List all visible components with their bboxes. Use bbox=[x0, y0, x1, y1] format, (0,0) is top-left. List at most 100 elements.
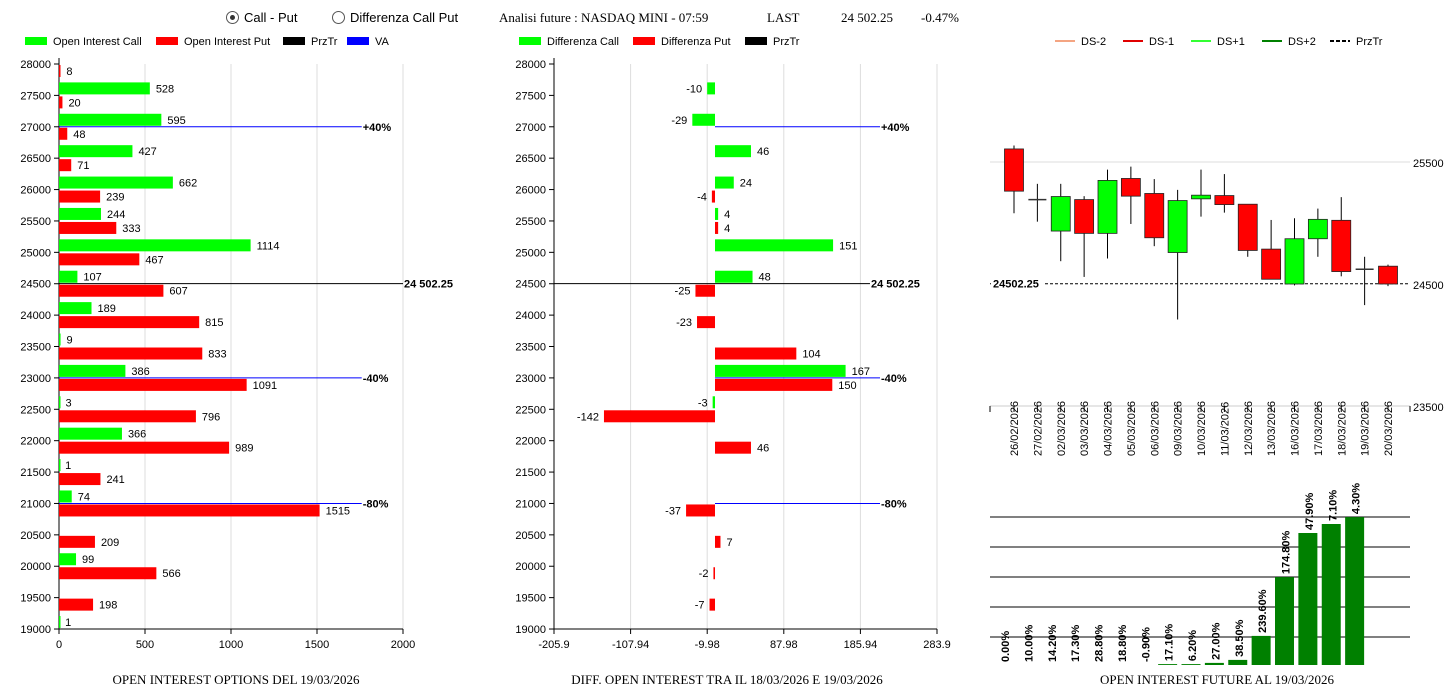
oi-bar-label: 28.80% bbox=[1094, 624, 1106, 662]
bar-value-label: 427 bbox=[138, 146, 156, 158]
oi-bar-label: 17.10% bbox=[1164, 624, 1176, 662]
put-bar bbox=[686, 504, 716, 517]
bar-value-label: 239 bbox=[106, 192, 124, 204]
call-bar bbox=[59, 616, 61, 629]
bar-value-label: 1091 bbox=[253, 380, 277, 392]
y-tick-label: 28000 bbox=[515, 59, 546, 71]
legend-label: DS+2 bbox=[1288, 36, 1316, 48]
bar-value-label: 7 bbox=[726, 537, 732, 549]
y-tick-label: 23500 bbox=[515, 342, 546, 354]
call-bar bbox=[59, 239, 251, 252]
chart-title: DIFF. OPEN INTEREST TRA IL 18/03/2026 E … bbox=[571, 672, 883, 687]
put-bar bbox=[59, 473, 101, 486]
page-title: Analisi future : NASDAQ MINI - 07:59 bbox=[499, 10, 709, 25]
bar-value-label: -37 bbox=[665, 505, 681, 517]
call-bar bbox=[715, 176, 734, 189]
y-tick-label: 25000 bbox=[20, 247, 51, 259]
put-bar bbox=[695, 284, 716, 297]
candle-bull bbox=[1284, 238, 1305, 285]
call-bar bbox=[59, 333, 61, 346]
put-bar bbox=[59, 190, 101, 203]
oi-bar bbox=[1321, 524, 1341, 665]
y-tick-label: 27500 bbox=[515, 90, 546, 102]
call-bar bbox=[59, 302, 92, 315]
put-bar bbox=[59, 598, 94, 611]
legend-swatch bbox=[633, 37, 655, 45]
x-tick-label: 87.98 bbox=[770, 639, 798, 651]
bar-value-label: 815 bbox=[205, 317, 223, 329]
radio-call-put-label[interactable]: Call - Put bbox=[244, 10, 298, 25]
bar-value-label: 566 bbox=[162, 568, 180, 580]
legend-label: PrzTr bbox=[773, 36, 800, 48]
legend-swatch bbox=[347, 37, 369, 45]
oi-bar-label: 14.20% bbox=[1047, 624, 1059, 662]
last-label: LAST bbox=[767, 10, 800, 25]
legend-swatch bbox=[519, 37, 541, 45]
legend-label: Open Interest Call bbox=[53, 36, 142, 48]
y-tick-label: 23000 bbox=[20, 373, 51, 385]
call-bar bbox=[59, 396, 61, 409]
bar-value-label: 796 bbox=[202, 411, 220, 423]
y-tick-label: 21500 bbox=[20, 467, 51, 479]
put-bar bbox=[59, 159, 72, 172]
date-label: 26/02/2026 bbox=[1009, 401, 1021, 456]
y-tick-label: 24500 bbox=[515, 279, 546, 291]
put-bar bbox=[59, 65, 61, 77]
date-label: 09/03/2026 bbox=[1173, 401, 1185, 456]
put-bar bbox=[59, 535, 95, 548]
call-bar bbox=[692, 113, 716, 126]
va-label: +40% bbox=[363, 122, 392, 134]
radio-differenza-call-put[interactable] bbox=[332, 11, 345, 24]
y-tick-label: 23500 bbox=[1413, 402, 1444, 414]
call-bar bbox=[712, 396, 716, 409]
y-tick-label: 27000 bbox=[515, 122, 546, 134]
bar-value-label: 46 bbox=[757, 443, 769, 455]
legend-label: DS-2 bbox=[1081, 36, 1106, 48]
bar-value-label: 209 bbox=[101, 537, 119, 549]
bar-value-label: 662 bbox=[179, 178, 197, 190]
put-bar bbox=[59, 567, 157, 580]
candle-bear bbox=[1004, 148, 1024, 192]
bar-value-label: -10 bbox=[686, 83, 702, 95]
date-label: 05/03/2026 bbox=[1126, 401, 1138, 456]
bar-value-label: 1 bbox=[65, 460, 71, 472]
oi-bar-label: 7.10% bbox=[1327, 490, 1339, 521]
bar-value-label: 150 bbox=[838, 380, 856, 392]
va-label: -40% bbox=[881, 373, 907, 385]
bar-value-label: 1114 bbox=[257, 240, 280, 252]
put-bar bbox=[59, 316, 200, 329]
put-bar bbox=[59, 504, 320, 517]
y-tick-label: 21000 bbox=[20, 498, 51, 510]
bar-value-label: -7 bbox=[695, 600, 705, 612]
va-label: +40% bbox=[881, 122, 910, 134]
oi-bar bbox=[1251, 635, 1271, 665]
y-tick-label: 22500 bbox=[20, 404, 51, 416]
y-tick-label: 27500 bbox=[20, 90, 51, 102]
put-bar bbox=[709, 598, 716, 611]
y-tick-label: 20500 bbox=[20, 530, 51, 542]
put-bar bbox=[713, 567, 716, 580]
oi-bar-label: 18.80% bbox=[1117, 624, 1129, 662]
radio-call-put[interactable] bbox=[226, 11, 239, 24]
bar-value-label: 607 bbox=[169, 286, 187, 298]
bar-value-label: -142 bbox=[577, 411, 599, 423]
y-tick-label: 22000 bbox=[20, 436, 51, 448]
legend-label: Differenza Put bbox=[661, 36, 731, 48]
oi-bar-label: 38.50% bbox=[1234, 619, 1246, 657]
put-bar bbox=[715, 378, 833, 391]
y-tick-label: 21000 bbox=[515, 498, 546, 510]
bar-value-label: 9 bbox=[67, 335, 73, 347]
oi-bar-label: 27.00% bbox=[1210, 622, 1222, 660]
bar-value-label: 241 bbox=[106, 474, 124, 486]
candle-bear bbox=[1378, 265, 1398, 285]
y-tick-label: 23000 bbox=[515, 373, 546, 385]
put-bar bbox=[697, 316, 716, 329]
chart-title: OPEN INTEREST FUTURE AL 19/03/2026 bbox=[1100, 672, 1335, 687]
date-label: 12/03/2026 bbox=[1243, 401, 1255, 456]
prztr-label: 24502.25 bbox=[993, 279, 1039, 291]
radio-differenza-label[interactable]: Differenza Call Put bbox=[350, 10, 459, 25]
y-tick-label: 20000 bbox=[20, 561, 51, 573]
bar-value-label: 4 bbox=[724, 209, 730, 221]
bar-value-label: 189 bbox=[98, 303, 116, 315]
